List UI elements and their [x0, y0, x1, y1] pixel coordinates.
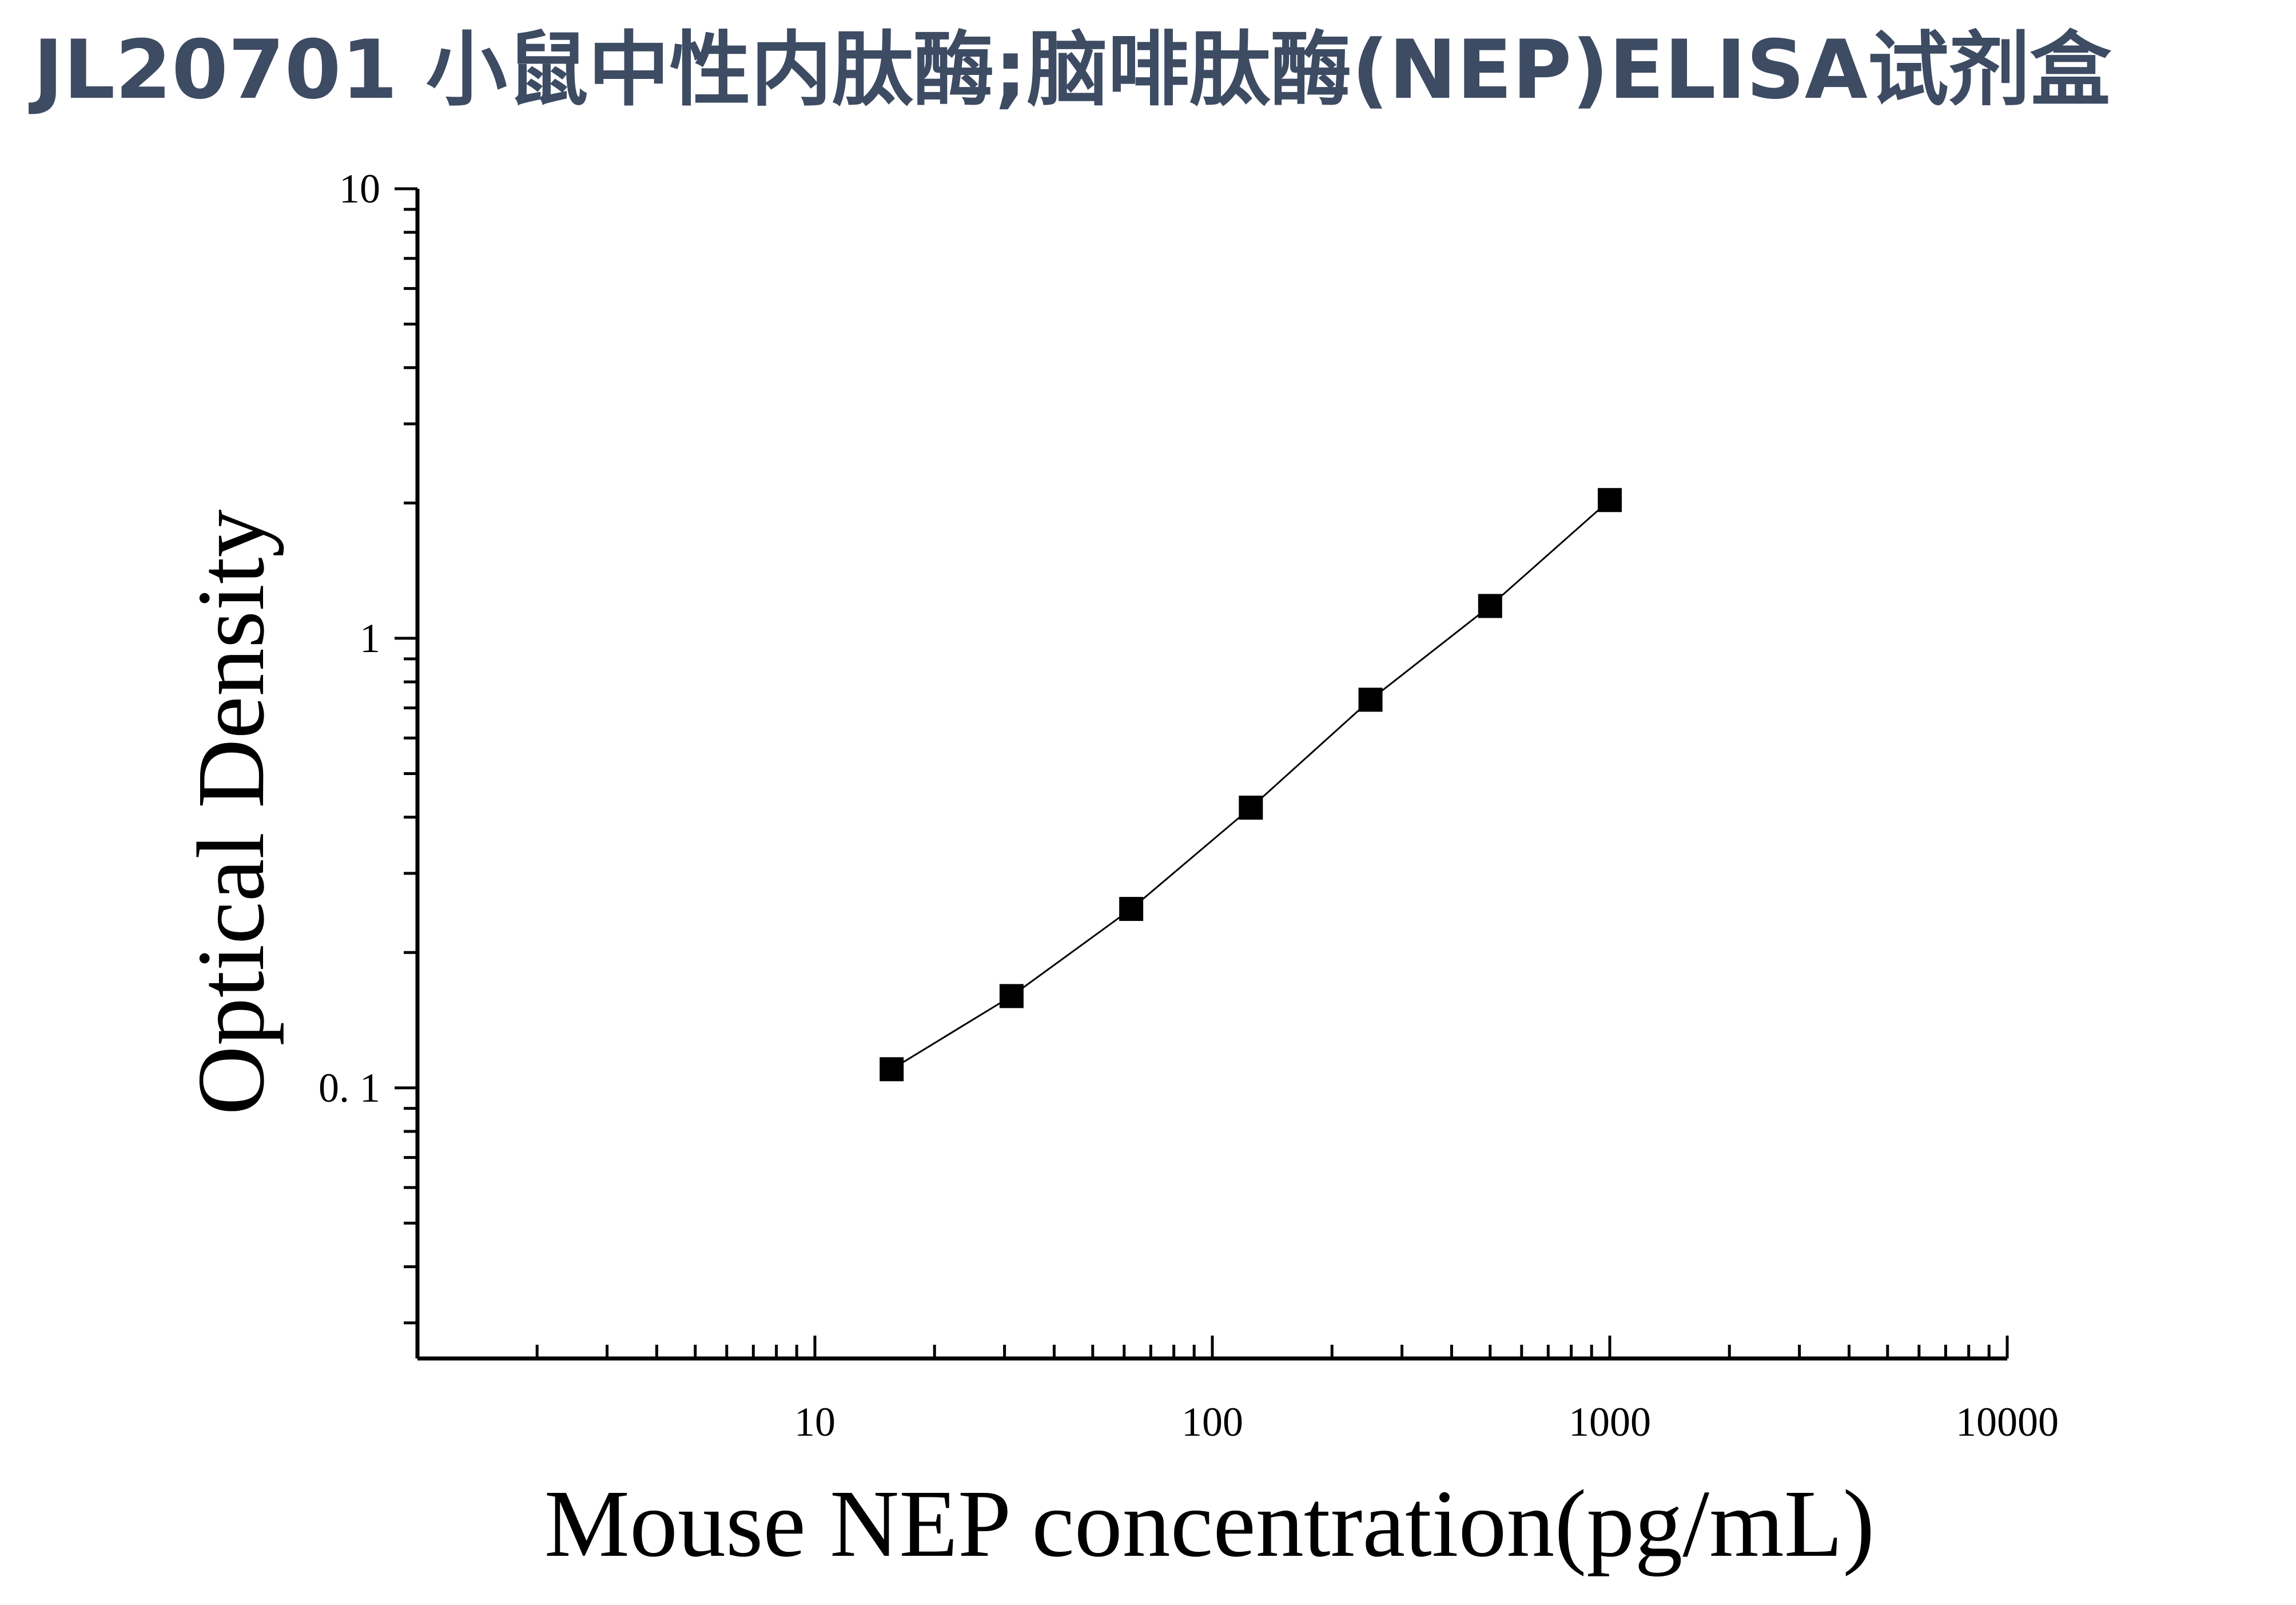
axis-ticks — [395, 187, 2009, 1358]
data-point — [1598, 488, 1622, 513]
data-point — [1358, 688, 1383, 712]
data-point — [999, 984, 1024, 1008]
y-axis-title: Optical Density — [178, 509, 284, 1115]
x-tick-label: 100 — [1181, 1399, 1243, 1445]
data-point — [1119, 897, 1144, 921]
y-tick-label: 1 — [360, 615, 380, 661]
x-tick-label: 10 — [794, 1399, 835, 1445]
data-point — [1478, 594, 1502, 618]
x-axis-title: Mouse NEP concentration(pg/mL) — [544, 1471, 1875, 1577]
axes — [415, 189, 2007, 1361]
y-tick-label: 10 — [339, 166, 380, 212]
data-points — [880, 488, 1622, 1082]
data-point — [880, 1057, 904, 1082]
x-tick-label: 1000 — [1569, 1399, 1651, 1445]
y-tick-label: 0. 1 — [319, 1065, 380, 1111]
x-tick-label: 10000 — [1956, 1399, 2059, 1445]
tick-labels: 10 100 1000 10000 0. 1 1 10 — [319, 166, 2059, 1445]
fit-line-group — [891, 499, 1610, 1070]
data-point — [1239, 796, 1263, 820]
page-title: JL20701 小鼠中性内肽酶;脑啡肽酶(NEP)ELISA试剂盒 — [33, 23, 2111, 117]
fit-line — [891, 499, 1610, 1070]
